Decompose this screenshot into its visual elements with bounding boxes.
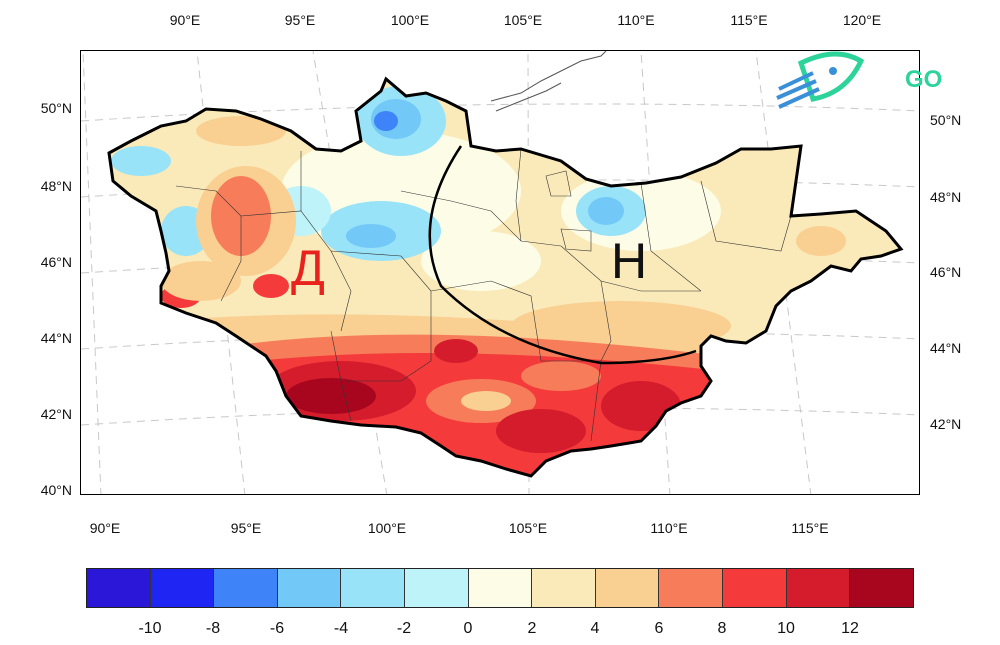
bottom-lon-label: 110°E <box>650 520 688 536</box>
colorbar-tick: 10 <box>777 620 795 637</box>
colorbar-tick: -10 <box>138 620 162 637</box>
bottom-lon-label: 105°E <box>508 520 548 536</box>
bottom-lon-label: 115°E <box>791 520 829 536</box>
colorbar-tick: 2 <box>527 620 537 637</box>
colorbar-swatch <box>850 569 913 607</box>
logo-text: GO <box>905 66 943 93</box>
colorbar-tick: 0 <box>463 620 473 637</box>
colorbar-swatch <box>659 569 724 607</box>
colorbar-tick: 4 <box>590 620 600 637</box>
colorbar-swatch <box>341 569 406 607</box>
colorbar-swatch <box>595 569 660 607</box>
rocket-icon <box>776 51 865 109</box>
colorbar-tick: -4 <box>333 620 349 637</box>
colorbar-tick: -6 <box>269 620 285 637</box>
bottom-lon-label: 95°E <box>230 520 262 536</box>
colorbar-swatch <box>150 569 215 607</box>
left-lat-label: 44°N <box>40 330 72 346</box>
left-lat-label: 42°N <box>40 406 72 422</box>
colorbar <box>86 568 914 608</box>
temperature-field <box>109 79 901 476</box>
colorbar-swatch <box>468 569 533 607</box>
top-lon-label: 90°E <box>169 12 201 28</box>
colorbar-swatch <box>723 569 787 607</box>
top-lon-label: 115°E <box>730 12 768 28</box>
right-lat-label: 50°N <box>930 112 962 128</box>
colorbar-swatch <box>214 569 278 607</box>
bottom-lon-label: 90°E <box>89 520 121 536</box>
colorbar-tick: 8 <box>717 620 727 637</box>
left-lat-label: 50°N <box>40 100 72 116</box>
region-east-label: H <box>611 233 648 289</box>
colorbar-tick: -2 <box>396 620 412 637</box>
right-lat-label: 46°N <box>930 264 962 280</box>
country-outline <box>107 76 904 478</box>
left-lat-label: 40°N <box>40 482 72 498</box>
colorbar-tick: 12 <box>841 620 859 637</box>
top-lon-label: 105°E <box>503 12 543 28</box>
right-lat-label: 42°N <box>930 416 962 432</box>
colorbar-swatch <box>405 569 469 607</box>
bottom-lon-label: 100°E <box>367 520 407 536</box>
map-canvas <box>81 51 919 494</box>
left-lat-label: 46°N <box>40 254 72 270</box>
map-panel: Д H <box>80 50 920 495</box>
colorbar-tick: 6 <box>654 620 664 637</box>
left-lat-label: 48°N <box>40 178 72 194</box>
top-lon-label: 120°E <box>842 12 882 28</box>
top-lon-label: 95°E <box>284 12 316 28</box>
colorbar-tick: -8 <box>205 620 221 637</box>
colorbar-swatch <box>786 569 851 607</box>
top-lon-label: 100°E <box>390 12 430 28</box>
neighbor-border <box>495 82 562 112</box>
colorbar-swatch <box>277 569 342 607</box>
right-lat-label: 44°N <box>930 340 962 356</box>
region-west-label: Д <box>291 240 325 296</box>
neighbor-border <box>490 51 607 102</box>
province-boundaries <box>175 148 792 442</box>
colorbar-swatch <box>87 569 151 607</box>
region-boundary-curve <box>428 145 697 365</box>
top-lon-label: 110°E <box>617 12 655 28</box>
colorbar-swatch <box>532 569 596 607</box>
right-lat-label: 48°N <box>930 189 962 205</box>
